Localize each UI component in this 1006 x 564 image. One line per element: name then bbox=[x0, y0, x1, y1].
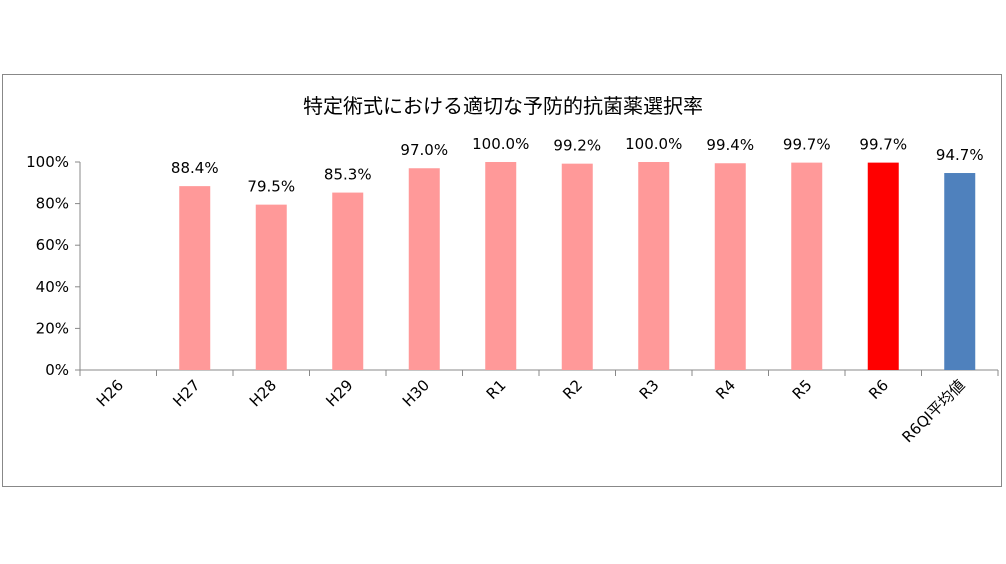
bar bbox=[714, 163, 746, 370]
data-label: 79.5% bbox=[247, 178, 295, 196]
bar bbox=[944, 173, 976, 370]
x-tick-label: R4 bbox=[712, 376, 739, 403]
data-label: 94.7% bbox=[936, 146, 984, 164]
chart-title: 特定術式における適切な予防的抗菌薬選択率 bbox=[303, 94, 703, 118]
x-tick-label: H28 bbox=[246, 376, 280, 410]
x-tick-label: R2 bbox=[559, 376, 586, 403]
bar bbox=[791, 162, 823, 370]
y-tick-label: 60% bbox=[36, 236, 69, 254]
data-label: 100.0% bbox=[472, 135, 529, 153]
bar-chart: 特定術式における適切な予防的抗菌薬選択率 0%20%40%60%80%100% … bbox=[26, 94, 999, 446]
bar bbox=[332, 192, 364, 370]
data-label: 97.0% bbox=[400, 141, 448, 159]
y-axis: 0% 20% 40% 60% 80% 100% bbox=[26, 153, 81, 379]
chart-frame: 特定術式における適切な予防的抗菌薬選択率 0% 20% 40% 60% 80% 100% … bbox=[2, 74, 1002, 487]
x-tick-label: R1 bbox=[483, 376, 510, 403]
x-tick-label: H30 bbox=[399, 376, 433, 410]
x-tick-label: R5 bbox=[789, 376, 816, 403]
data-label: 99.7% bbox=[783, 136, 831, 154]
data-label: 88.4% bbox=[171, 159, 219, 177]
bar bbox=[255, 204, 287, 370]
x-tick-label: H27 bbox=[169, 376, 203, 410]
data-label: 99.2% bbox=[553, 137, 601, 155]
bar bbox=[485, 162, 517, 370]
x-tick-label: R3 bbox=[636, 376, 663, 403]
data-label: 100.0% bbox=[625, 135, 682, 153]
x-tick-label: H29 bbox=[322, 376, 356, 410]
y-tick-label: 100% bbox=[26, 153, 69, 171]
x-tick-label: R6 bbox=[865, 376, 892, 403]
x-tick-label: R6QI平均値 bbox=[898, 376, 968, 446]
data-labels: 88.4% 79.5% 85.3% 97.0% 100.0% 99.2% 100.0% 99.… bbox=[171, 135, 984, 196]
bar bbox=[867, 162, 899, 370]
bars bbox=[179, 162, 976, 370]
data-label: 99.4% bbox=[706, 136, 754, 154]
data-label: 99.7% bbox=[859, 136, 907, 154]
x-axis: H26 H27 H28 H29 H30 R1 R2 R3 R4 R5 R6 R6QI平均値 bbox=[79, 369, 999, 446]
y-tick-label: 0% bbox=[45, 361, 69, 379]
bar bbox=[638, 162, 670, 370]
bar bbox=[408, 168, 440, 370]
y-tick-label: 20% bbox=[36, 319, 69, 337]
y-tick-label: 40% bbox=[36, 278, 69, 296]
y-tick-label: 80% bbox=[36, 195, 69, 213]
data-label: 85.3% bbox=[324, 166, 372, 184]
x-tick-label: H26 bbox=[93, 376, 127, 410]
bar bbox=[561, 163, 593, 370]
bar bbox=[179, 186, 211, 370]
